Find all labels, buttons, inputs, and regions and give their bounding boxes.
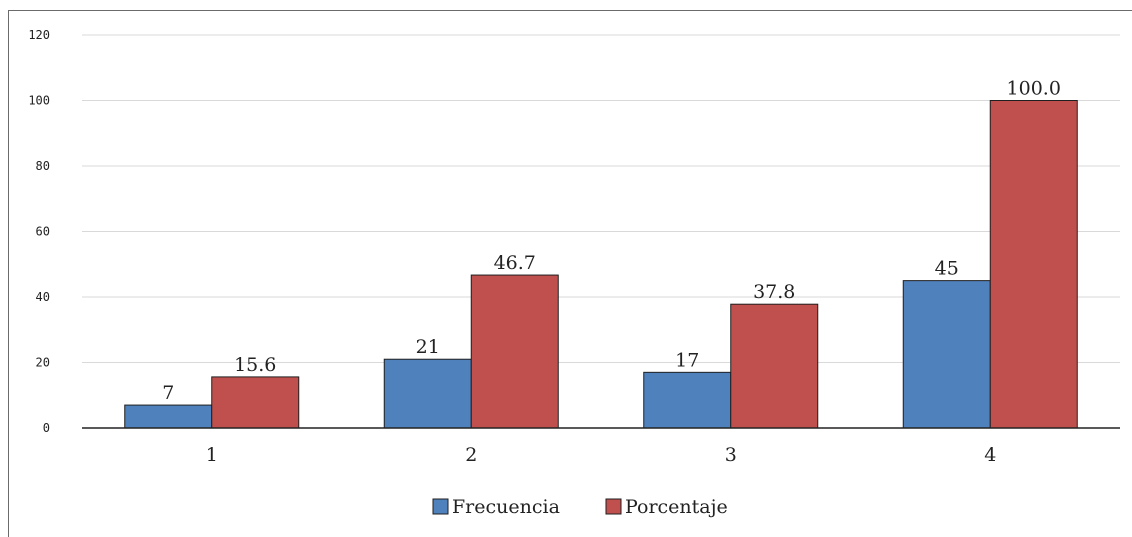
bar-frecuencia-3 [643,371,732,429]
y-tick-label: 60 [36,225,50,239]
y-tick-label: 40 [36,290,50,304]
y-tick-label: 120 [28,28,50,42]
x-category-label: 3 [725,444,737,466]
y-tick-label: 100 [28,94,50,108]
x-category-label: 4 [984,444,996,466]
bar-porcentaje-1 [211,376,300,429]
y-tick-label: 0 [43,421,50,435]
legend-label-porcentaje: Porcentaje [625,496,728,518]
bar-porcentaje-3 [730,303,819,429]
data-label-frecuencia-4: 45 [935,258,959,280]
bar-frecuencia-2 [383,358,472,429]
bar-frecuencia-1 [124,404,213,429]
data-label-porcentaje-1: 15.6 [234,354,276,376]
x-category-label: 1 [206,444,218,466]
y-tick-label: 80 [36,159,50,173]
legend: Frecuencia Porcentaje [432,496,728,518]
legend-swatch-frecuencia [432,498,449,515]
data-label-porcentaje-4: 100.0 [1007,78,1061,100]
data-labels: 7 15.6 21 46.7 17 37.8 45 100.0 [162,78,1061,405]
legend-swatch-porcentaje [605,498,622,515]
data-label-frecuencia-3: 17 [675,349,699,371]
bar-porcentaje-2 [470,274,559,429]
chart-frame [8,10,1132,537]
bars [124,100,1078,429]
y-axis-ticks: 0 20 40 60 80 100 120 [28,28,50,435]
data-label-porcentaje-2: 46.7 [494,252,536,274]
data-label-frecuencia-1: 7 [162,382,174,404]
x-axis-categories: 1 2 3 4 [206,444,997,466]
legend-label-frecuencia: Frecuencia [452,496,560,518]
bar-frecuencia-4 [902,280,991,429]
bar-porcentaje-4 [989,100,1078,429]
data-label-porcentaje-3: 37.8 [753,281,795,303]
data-label-frecuencia-2: 21 [416,336,440,358]
x-category-label: 2 [465,444,477,466]
y-tick-label: 20 [36,356,50,370]
